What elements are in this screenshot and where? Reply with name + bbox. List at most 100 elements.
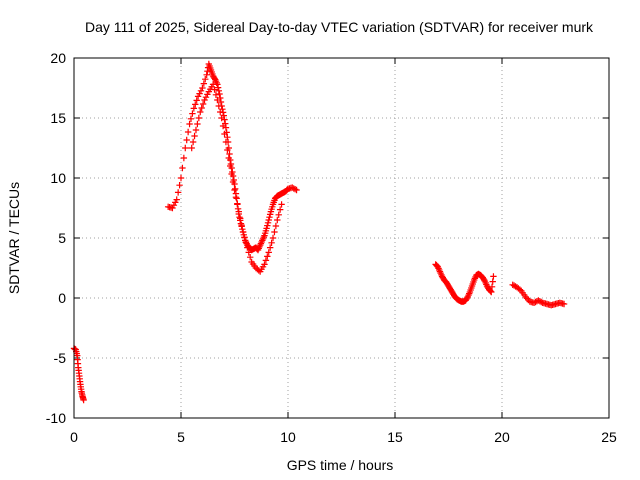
data-point: [480, 276, 488, 284]
data-point: [272, 222, 280, 230]
series-segment-1: [70, 345, 87, 404]
data-point: [291, 186, 299, 193]
data-point: [204, 68, 211, 75]
data-point: [221, 116, 228, 123]
data-point: [226, 150, 233, 158]
data-point: [182, 144, 189, 152]
data-point: [239, 226, 246, 233]
data-point: [490, 273, 497, 280]
data-point: [192, 126, 200, 134]
data-point: [211, 86, 218, 93]
y-tick-label: 0: [58, 290, 66, 306]
data-point: [172, 199, 179, 206]
x-tick-label: 10: [280, 429, 296, 445]
data-point: [188, 144, 195, 152]
series-segment-4: [509, 281, 568, 309]
x-tick-label: 15: [387, 429, 403, 445]
data-point: [269, 234, 277, 242]
x-tick-label: 25: [601, 429, 617, 445]
data-point: [487, 288, 494, 295]
data-point: [196, 90, 203, 97]
data-point: [80, 396, 87, 404]
data-point: [235, 208, 242, 215]
data-point: [215, 87, 223, 94]
data-point: [224, 146, 231, 154]
x-tick-label: 0: [70, 429, 78, 445]
y-tick-label: 5: [58, 230, 66, 246]
data-point: [264, 219, 272, 226]
data-point: [177, 174, 185, 182]
data-point: [236, 214, 243, 221]
data-point: [538, 298, 545, 306]
data-point: [271, 228, 278, 236]
data-point: [216, 90, 223, 98]
data-point: [234, 201, 241, 208]
data-point: [198, 104, 205, 112]
data-point: [265, 249, 272, 256]
data-point: [215, 102, 223, 110]
data-point: [169, 204, 176, 212]
data-point: [194, 93, 202, 100]
data-point: [227, 162, 234, 170]
y-axis-label: SDTVAR / TECUs: [6, 182, 22, 294]
data-point: [186, 120, 193, 128]
data-point: [231, 186, 238, 194]
data-point: [488, 288, 495, 296]
data-point: [211, 75, 218, 82]
data-point: [293, 186, 300, 194]
data-point: [274, 216, 281, 224]
data-point: [199, 84, 206, 92]
data-point: [199, 100, 207, 108]
data-point: [244, 244, 251, 251]
data-point: [184, 128, 192, 136]
data-point: [202, 94, 210, 101]
data-point: [209, 81, 217, 88]
data-point: [264, 253, 271, 260]
chart-title: Day 111 of 2025, Sidereal Day-to-day VTE…: [85, 19, 594, 35]
data-point: [232, 194, 240, 201]
series-segment-2: [164, 60, 300, 254]
data-point: [276, 206, 284, 213]
data-point: [192, 101, 199, 108]
grid-lines: [74, 58, 609, 418]
data-point: [180, 154, 188, 162]
data-point: [268, 239, 275, 246]
data-point: [214, 96, 221, 104]
data-point: [200, 80, 208, 87]
data-point: [245, 249, 252, 256]
data-point: [203, 71, 210, 78]
data-point: [183, 136, 190, 144]
data-point: [523, 295, 531, 302]
data-point: [489, 278, 496, 285]
tick-labels: 0 5 10 15 20 25 -10 -5 0 5 10 15 20: [46, 50, 617, 445]
data-point: [224, 134, 231, 141]
data-point: [265, 216, 272, 224]
data-point: [532, 298, 539, 306]
data-point: [275, 211, 282, 218]
data-point: [173, 196, 180, 203]
data-point: [239, 228, 247, 236]
data-point: [189, 110, 196, 117]
data-point: [189, 138, 197, 146]
data-point: [194, 120, 201, 128]
data-point: [212, 91, 220, 98]
data-point: [246, 254, 254, 261]
data-point: [237, 215, 244, 222]
data-point: [190, 105, 198, 112]
data-point: [187, 115, 195, 122]
plot-frame: [73, 57, 610, 419]
data-point: [204, 91, 211, 98]
data-point: [266, 244, 274, 251]
data-point: [262, 257, 270, 264]
data-point: [170, 202, 178, 209]
data-point: [278, 201, 285, 208]
data-point: [218, 114, 225, 122]
data-point: [238, 222, 245, 229]
data-point: [202, 76, 209, 83]
data-point: [234, 205, 242, 212]
data-point: [228, 170, 235, 178]
data-point: [195, 114, 203, 122]
data-point: [217, 108, 224, 116]
data-point: [197, 108, 204, 116]
data-point: [179, 164, 186, 172]
